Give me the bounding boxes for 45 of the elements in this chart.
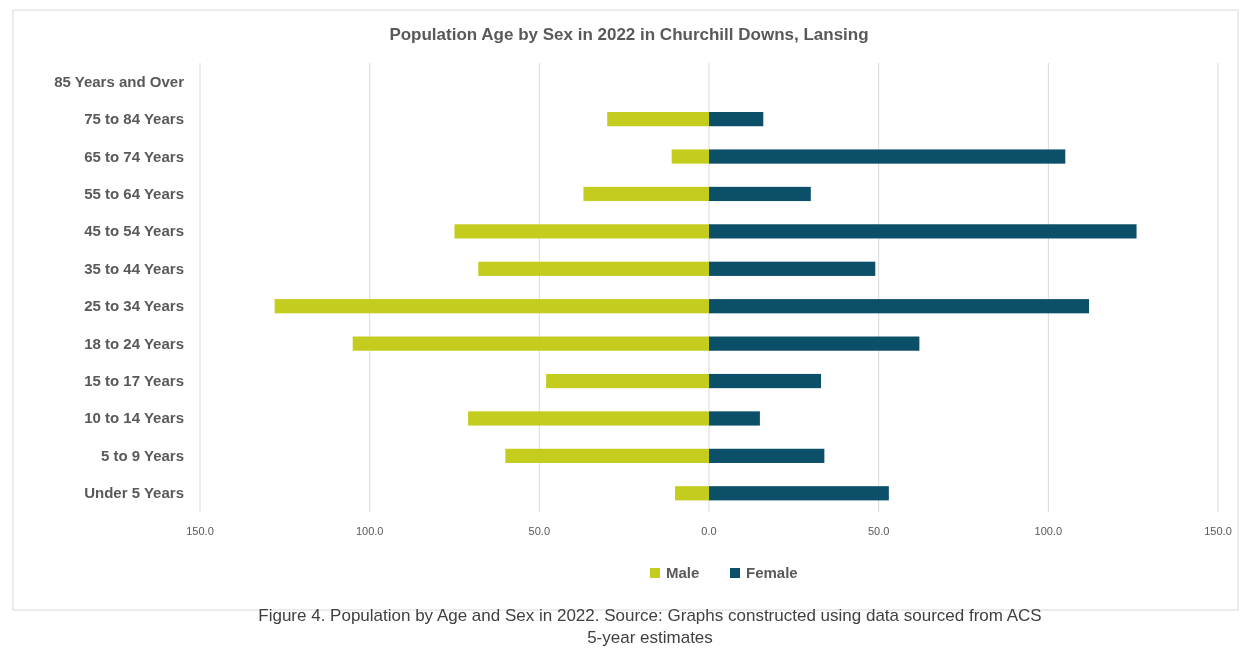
x-tick-label: 50.0 [867,525,890,537]
bar [709,112,764,127]
bar [709,224,1137,239]
legend-label: Female [746,564,798,581]
x-tick-label: 100.0 [1034,525,1063,537]
bar [709,411,760,426]
y-tick-label: 15 to 17 Years [84,372,184,390]
bar [709,336,920,351]
bar [709,186,811,202]
bar [709,448,825,463]
y-tick-label: 85 Years and Over [54,72,185,90]
x-tick-label: 150.0 [186,525,214,537]
bar [583,186,709,202]
bar [709,299,1090,314]
bar [709,373,821,389]
x-tick-label: 100.0 [355,525,384,537]
caption: Figure 4. Population by Age and Sex in 2022. Source: Graphs constructed using data sourced from ACS 5-year estimates [258,606,1042,647]
y-tick-label: 18 to 24 Years [84,334,184,352]
y-tick-label: 10 to 14 Years [84,409,184,427]
x-tick-label: 50.0 [528,525,551,537]
y-tick-label: 55 to 64 Years [84,184,184,202]
y-tick-label: 35 to 44 Years [84,259,184,277]
y-tick-label: 45 to 54 Years [84,222,184,240]
bar [478,261,709,276]
bar [274,299,709,314]
x-tick-label: 150.0 [1204,525,1232,537]
y-tick-label: 25 to 34 Years [84,297,184,315]
y-tick-label: 75 to 84 Years [84,110,184,128]
bar [468,411,709,426]
bar [709,486,889,501]
chart-title: Population Age by Sex in 2022 in Churchill Downs, Lansing [389,25,869,44]
y-tick-label: 5 to 9 Years [100,446,184,464]
bar [607,112,709,127]
bar [709,149,1066,164]
bar [505,448,709,463]
x-tick-label: 0.0 [701,525,717,537]
bar [709,261,876,276]
y-tick-label: Under 5 Years [84,484,184,502]
legend-label: Male [666,564,700,581]
bar [671,149,709,164]
bar [675,486,709,501]
bar [454,224,709,239]
bar [546,373,709,389]
bar [352,336,709,351]
y-tick-label: 65 to 74 Years [84,147,184,165]
